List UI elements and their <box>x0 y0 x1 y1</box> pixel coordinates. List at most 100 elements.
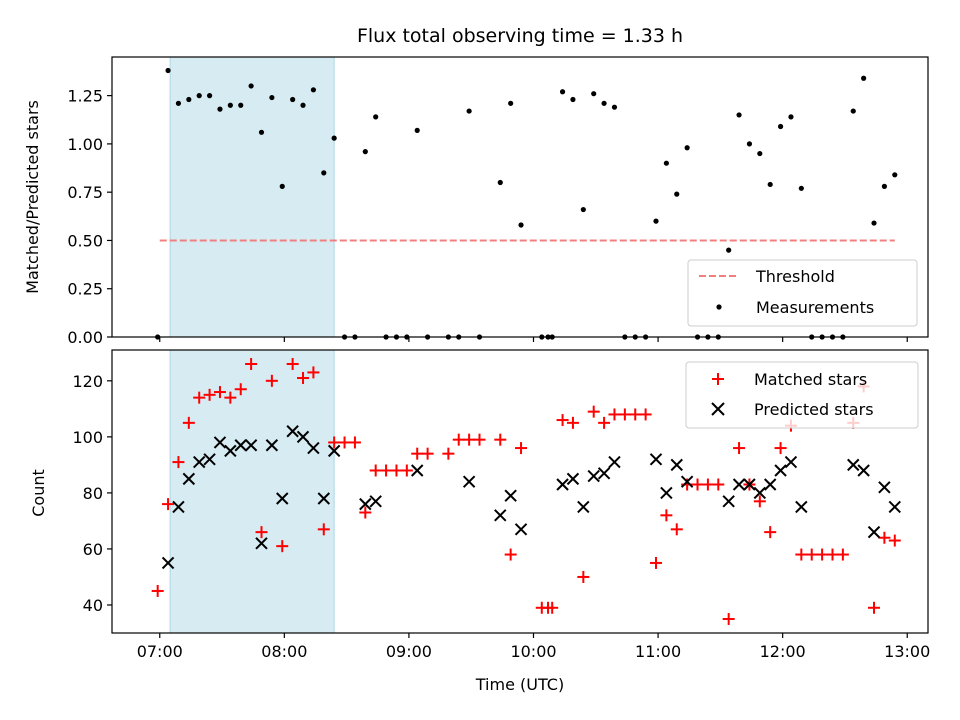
top-y-axis-label: Matched/Predicted stars <box>23 100 42 294</box>
measurement-point <box>466 108 472 114</box>
matched-star-marker <box>774 442 787 455</box>
predicted-star-marker <box>172 500 185 514</box>
predicted-star-marker <box>763 478 777 491</box>
matched-star-marker <box>691 478 704 491</box>
measurement-point <box>248 83 254 89</box>
measurement-point <box>227 102 233 108</box>
predicted-star-marker <box>327 444 341 458</box>
measurement-point <box>580 206 586 213</box>
predicted-star-marker <box>234 439 247 452</box>
measurement-point <box>892 172 898 178</box>
matched-star-marker <box>213 386 226 399</box>
measurement-point <box>684 145 690 151</box>
matched-star-marker <box>359 506 372 519</box>
shaded-interval-band <box>169 56 335 338</box>
matched-star-marker <box>816 548 829 561</box>
matched-star-marker <box>276 540 289 553</box>
top-shaded-interval <box>169 56 335 338</box>
bottom-x-tick-label: 13:00 <box>884 642 930 661</box>
matched-star-marker <box>265 374 278 387</box>
predicted-star-marker <box>307 441 320 455</box>
predicted-star-marker <box>161 556 175 570</box>
matched-star-marker <box>577 570 590 583</box>
predicted-star-marker <box>722 495 735 508</box>
measurement-point <box>601 100 607 106</box>
predicted-star-marker <box>888 500 901 514</box>
predicted-star-marker <box>774 464 787 477</box>
matched-star-marker <box>245 358 258 371</box>
matched-star-marker <box>556 414 569 427</box>
measurement-point <box>777 123 784 130</box>
bottom-y-tick-label: 100 <box>72 428 103 447</box>
predicted-star-marker <box>753 486 767 500</box>
predicted-star-marker <box>878 481 891 494</box>
top-panel-title: Flux total observing time = 1.33 h <box>357 25 683 47</box>
predicted-star-marker <box>296 430 310 444</box>
matched-star-marker <box>297 372 310 385</box>
measurement-point <box>269 94 275 101</box>
predicted-star-marker <box>265 439 279 452</box>
top-y-axis: 0.00 0.25 0.50 0.75 1.00 1.25 <box>67 87 112 347</box>
matched-star-marker <box>764 526 777 539</box>
predicted-star-marker <box>587 469 600 483</box>
bottom-x-tick-label: 12:00 <box>760 642 806 661</box>
matched-star-marker <box>722 612 735 625</box>
matched-star-marker <box>286 358 299 371</box>
matched-star-marker <box>608 408 621 421</box>
predicted-star-marker <box>680 475 694 488</box>
matched-star-marker <box>888 534 901 547</box>
bottom-y-tick-label: 60 <box>83 540 103 559</box>
predicted-star-marker <box>649 453 663 466</box>
matched-star-marker <box>618 408 631 421</box>
matched-star-marker <box>805 548 818 561</box>
matched-star-marker <box>566 416 579 429</box>
matched-star-marker <box>224 391 237 404</box>
matched-star-marker <box>598 416 611 429</box>
bottom-plot-frame <box>111 349 929 634</box>
measurement-point <box>518 222 524 228</box>
predicted-stars-series <box>161 425 901 570</box>
bottom-x-axis: 07:00 08:00 09:00 10:00 11:00 12:00 13:00 <box>137 633 930 661</box>
matched-star-marker <box>587 405 600 418</box>
predicted-star-marker <box>608 455 621 469</box>
matched-stars-series <box>151 358 901 625</box>
matched-star-marker <box>400 464 413 477</box>
predicted-star-marker <box>224 444 237 458</box>
matched-star-marker <box>629 408 642 421</box>
matched-star-marker <box>328 436 341 449</box>
matched-star-marker <box>348 436 361 449</box>
measurement-point <box>798 185 804 191</box>
measurement-point <box>653 218 659 224</box>
bottom-y-tick-label: 40 <box>83 596 103 615</box>
measurement-point <box>196 93 202 99</box>
measurement-point <box>788 114 794 120</box>
bottom-x-tick-label: 10:00 <box>510 642 556 661</box>
measurement-point <box>238 102 244 108</box>
matched-star-marker <box>660 509 673 522</box>
matched-star-marker <box>369 464 382 477</box>
measurement-point <box>591 91 597 97</box>
predicted-star-marker <box>359 497 372 511</box>
predicted-star-marker <box>660 486 673 500</box>
matched-star-marker <box>307 366 320 379</box>
top-legend-box <box>687 259 918 327</box>
bottom-shaded-interval <box>169 349 335 634</box>
predicted-star-marker <box>286 425 299 438</box>
x-axis-label: Time (UTC) <box>475 675 564 694</box>
predicted-star-marker <box>514 523 528 536</box>
measurements-series <box>155 67 898 340</box>
matched-star-marker <box>701 478 714 491</box>
matched-star-marker <box>390 464 403 477</box>
matched-star-marker <box>650 556 662 569</box>
matched-star-marker <box>234 383 247 396</box>
measurement-point <box>300 102 306 108</box>
matched-star-marker <box>504 548 517 561</box>
measurement-point <box>736 112 742 118</box>
matched-star-marker <box>380 464 393 477</box>
matched-star-marker <box>878 531 891 544</box>
bottom-x-tick-label: 11:00 <box>635 642 681 661</box>
measurement-point <box>258 129 265 135</box>
bottom-y-axis-label: Count <box>29 469 48 517</box>
predicted-star-marker <box>494 509 507 522</box>
